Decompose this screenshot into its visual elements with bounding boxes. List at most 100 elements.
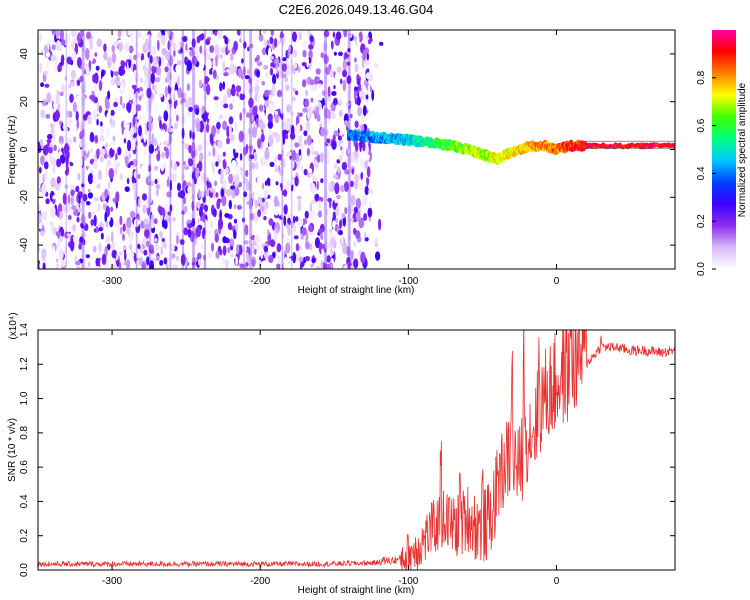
spectrogram-cell [128,94,133,101]
spectrogram-cell [347,35,350,44]
spectrogram-cell [51,157,57,168]
spectrogram-cell [319,152,324,163]
spectrogram-cell [87,261,91,268]
spectrogram-cell [157,134,161,147]
spectrogram-cell [148,120,154,131]
spectrogram-cell [206,66,210,77]
spectrogram-cell [223,72,229,77]
spectrogram-cell [333,97,338,106]
spectrogram-cell [318,210,322,218]
spectrogram-cell [327,197,332,203]
spectrogram-cell [326,138,331,144]
spectrogram-xlabel: Height of straight line (km) [298,285,415,296]
spectrogram-cell [191,261,196,266]
spectrogram-cell [347,185,353,196]
spectrogram-cell [301,62,307,67]
spectrogram-cell [55,109,60,122]
spectrogram-cell [308,243,313,251]
spectrogram-cell [105,42,111,54]
spectrogram-cell [354,173,359,184]
spectrogram-cell [316,265,320,269]
spectrogram-cell [237,215,242,227]
spectrogram-cell [69,81,76,87]
spectrogram-cell [57,64,62,73]
spectrogram-cell [354,97,358,105]
spectrogram-cell [99,134,105,143]
spectrogram-cell [151,154,155,160]
spectrogram-cell [183,165,190,171]
spectrogram-cell [67,31,71,41]
spectrogram-cell [101,253,107,265]
spectrogram-cell [306,134,312,146]
spectrogram-cell [353,258,359,269]
spectrogram-cell [316,154,321,163]
spectrogram-cell [351,168,355,175]
spectrogram-cell [294,125,298,131]
spectrogram-cell [309,173,314,178]
spectrogram-cell [335,206,340,217]
spectrogram-cell [223,94,228,105]
spectrogram-cell [295,216,299,222]
spectrogram-cell [147,115,152,123]
spectrogram-cell [204,204,209,212]
spectrogram-cell [295,243,300,252]
spectrogram-cell [314,76,319,85]
spectrogram-cell [233,218,238,224]
spectrogram-cell [314,98,319,107]
spectrogram-cell [46,92,52,104]
spectrogram-cell [208,251,212,259]
spectrogram-cell [60,220,63,226]
spectrogram-cell [256,69,260,78]
spectrogram-cell [288,45,292,53]
spectrogram-cell [127,124,130,131]
spectrogram-cell [188,144,193,154]
spectrogram-cell [118,261,122,269]
spectrogram-cell [245,170,249,177]
spectrogram-cell [320,260,324,269]
spectrogram-cell [270,30,274,37]
spectrogram-cell [361,116,365,124]
spectrogram-cell [91,95,96,102]
spectrogram-cell [247,46,250,52]
spectrogram-cell [191,200,194,212]
spectrogram-cell [296,123,301,135]
spectrogram-cell [94,135,99,144]
spectrogram-cell [264,189,268,199]
spectrogram-cell [347,236,352,240]
spectrogram-cell [131,84,137,89]
spectrogram-cell [76,57,82,68]
spectrogram-cell [297,199,302,212]
spectrogram-cell [275,132,281,143]
spectrogram-cell [180,97,187,103]
spectrogram-cell [97,203,101,212]
spectrogram-cell [185,57,189,62]
spectrogram-cell [129,46,134,53]
spectrogram-cell [123,133,127,139]
spectrogram-cell [135,140,138,147]
spectrogram-cell [96,183,101,189]
spectrogram-cell [204,95,208,100]
spectrogram-cell [358,179,364,191]
spectrogram-cell [96,118,99,126]
spectrogram-cell [157,97,161,104]
spectrogram-cell [61,205,67,213]
spectrogram-cell [150,172,156,178]
spectrogram-cell [254,234,260,244]
spectrogram-cell [98,223,104,228]
spectrogram-cell [103,43,107,52]
spectrogram-cell [365,72,371,80]
spectrogram-cell [81,94,86,107]
spectrogram-cell [143,66,150,78]
spectrogram-cell [177,182,181,192]
spectrogram-cell [234,121,238,133]
spectrogram-cell [271,95,277,103]
spectrogram-cell [205,189,210,197]
spectrogram-cell [101,76,108,83]
spectrogram-cell [183,227,189,236]
spectrogram-cell [354,120,359,128]
spectrogram-cell [338,229,343,236]
spectrogram-cell [219,209,223,221]
spectrogram-cell [200,244,204,249]
spectrogram-cell [86,65,89,74]
colorbar-tick-label: 0.8 [696,70,707,84]
